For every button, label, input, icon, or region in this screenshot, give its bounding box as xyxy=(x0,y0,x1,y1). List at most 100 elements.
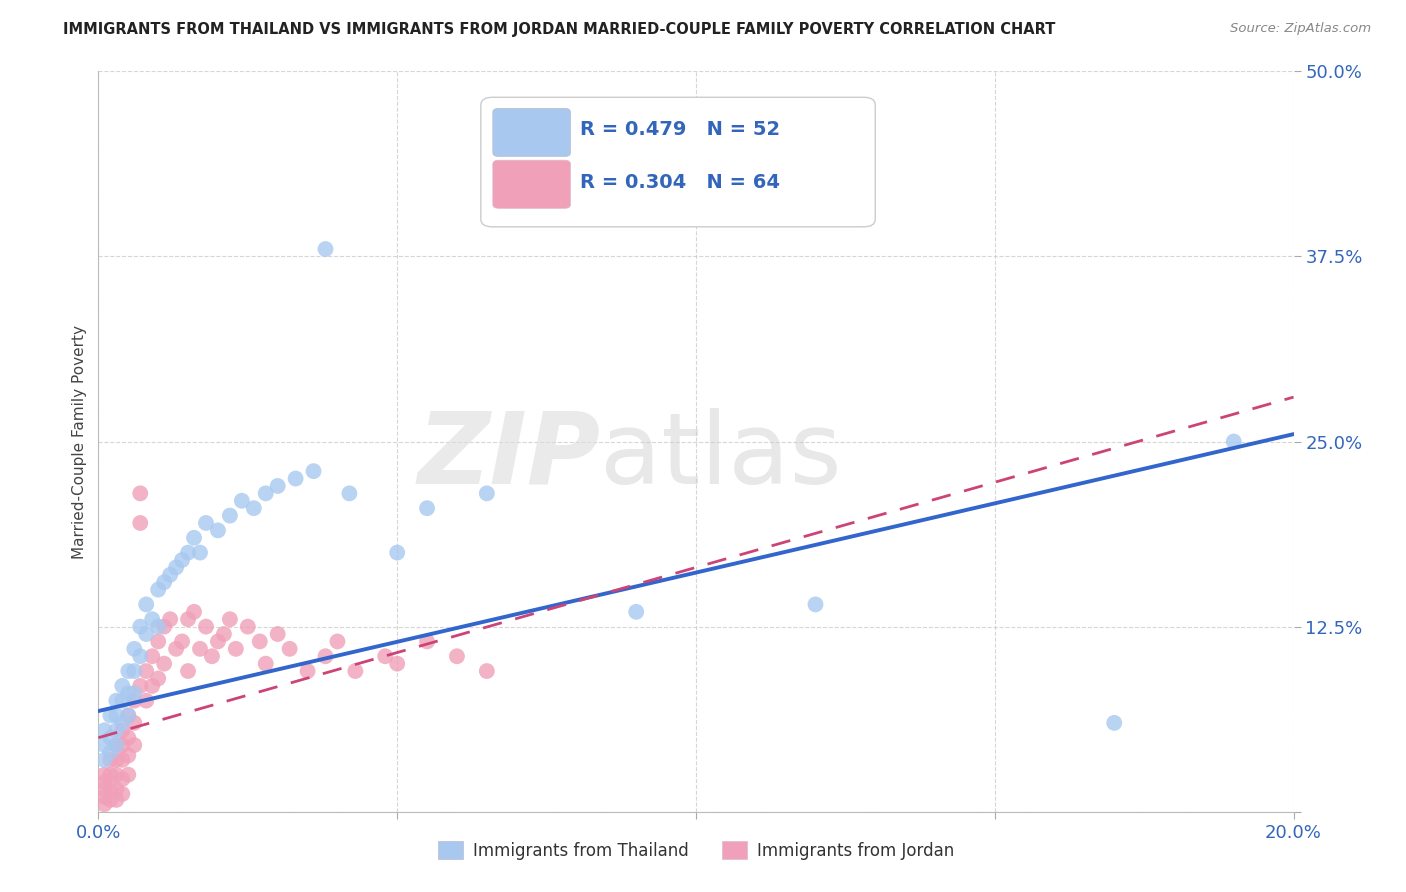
Point xyxy=(129,516,152,530)
Point xyxy=(302,464,325,478)
Point xyxy=(243,501,266,516)
Point xyxy=(148,619,170,633)
Point xyxy=(129,679,152,693)
Point xyxy=(105,723,128,738)
Point xyxy=(135,627,157,641)
Point xyxy=(141,679,163,693)
Point xyxy=(129,649,152,664)
Y-axis label: Married-Couple Family Poverty: Married-Couple Family Poverty xyxy=(72,325,87,558)
Point xyxy=(416,634,439,648)
Point xyxy=(536,168,558,182)
Point xyxy=(117,664,139,678)
Point xyxy=(117,731,139,745)
Text: Source: ZipAtlas.com: Source: ZipAtlas.com xyxy=(1230,22,1371,36)
Point xyxy=(207,634,229,648)
Point xyxy=(159,567,181,582)
Point xyxy=(105,738,128,752)
Point xyxy=(93,789,115,804)
Point xyxy=(219,612,242,626)
Point xyxy=(207,524,229,538)
Point xyxy=(284,471,307,485)
Point xyxy=(225,641,247,656)
Point xyxy=(148,672,170,686)
Point xyxy=(1223,434,1246,449)
Point xyxy=(201,649,224,664)
Point xyxy=(93,797,115,812)
FancyBboxPatch shape xyxy=(494,109,571,156)
Point xyxy=(111,715,134,730)
Point xyxy=(111,723,134,738)
Point xyxy=(249,634,271,648)
Point xyxy=(278,641,301,656)
Point xyxy=(105,738,128,752)
Point xyxy=(153,657,176,671)
Point xyxy=(195,619,218,633)
Legend: Immigrants from Thailand, Immigrants from Jordan: Immigrants from Thailand, Immigrants fro… xyxy=(432,835,960,866)
Text: R = 0.304   N = 64: R = 0.304 N = 64 xyxy=(581,173,780,192)
Point xyxy=(267,627,290,641)
Point xyxy=(93,753,115,767)
Point xyxy=(374,649,396,664)
Point xyxy=(159,612,181,626)
Point xyxy=(124,694,146,708)
Point xyxy=(141,649,163,664)
Point xyxy=(188,641,211,656)
Point xyxy=(124,641,146,656)
Point xyxy=(93,775,115,789)
Point xyxy=(93,723,115,738)
Point xyxy=(98,731,122,745)
Point xyxy=(124,715,146,730)
Point xyxy=(111,772,134,786)
Point xyxy=(177,612,200,626)
Point xyxy=(98,782,122,797)
Text: ZIP: ZIP xyxy=(418,408,600,505)
Point xyxy=(804,598,827,612)
Point xyxy=(165,560,187,574)
Point xyxy=(1104,715,1126,730)
Point xyxy=(195,516,218,530)
Point xyxy=(153,619,176,633)
Point xyxy=(98,767,122,781)
Point xyxy=(385,657,409,671)
Point xyxy=(135,598,157,612)
Text: R = 0.479   N = 52: R = 0.479 N = 52 xyxy=(581,120,780,138)
Point xyxy=(117,767,139,781)
FancyBboxPatch shape xyxy=(481,97,876,227)
Point xyxy=(344,664,367,678)
Point xyxy=(124,686,146,700)
Point xyxy=(105,782,128,797)
Point xyxy=(231,493,253,508)
Point xyxy=(148,634,170,648)
Point xyxy=(117,708,139,723)
Point xyxy=(105,708,128,723)
Point xyxy=(219,508,242,523)
Point xyxy=(98,746,122,760)
Point xyxy=(93,738,115,752)
Point xyxy=(153,575,176,590)
Point xyxy=(267,479,290,493)
Point xyxy=(172,553,194,567)
Point xyxy=(117,748,139,763)
Point xyxy=(475,486,498,500)
Point xyxy=(297,664,319,678)
Point xyxy=(183,531,205,545)
Point xyxy=(135,694,157,708)
Point xyxy=(626,605,648,619)
Point xyxy=(98,753,122,767)
Point xyxy=(446,649,468,664)
Point xyxy=(124,738,146,752)
Point xyxy=(98,793,122,807)
Point xyxy=(111,787,134,801)
Point xyxy=(98,708,122,723)
Point xyxy=(315,649,337,664)
Point xyxy=(339,486,361,500)
Point xyxy=(188,546,211,560)
Point xyxy=(124,664,146,678)
Point xyxy=(141,612,163,626)
Point xyxy=(385,546,409,560)
Point xyxy=(105,694,128,708)
Point xyxy=(254,486,277,500)
Point xyxy=(105,767,128,781)
Point xyxy=(111,738,134,752)
Point xyxy=(416,501,439,516)
